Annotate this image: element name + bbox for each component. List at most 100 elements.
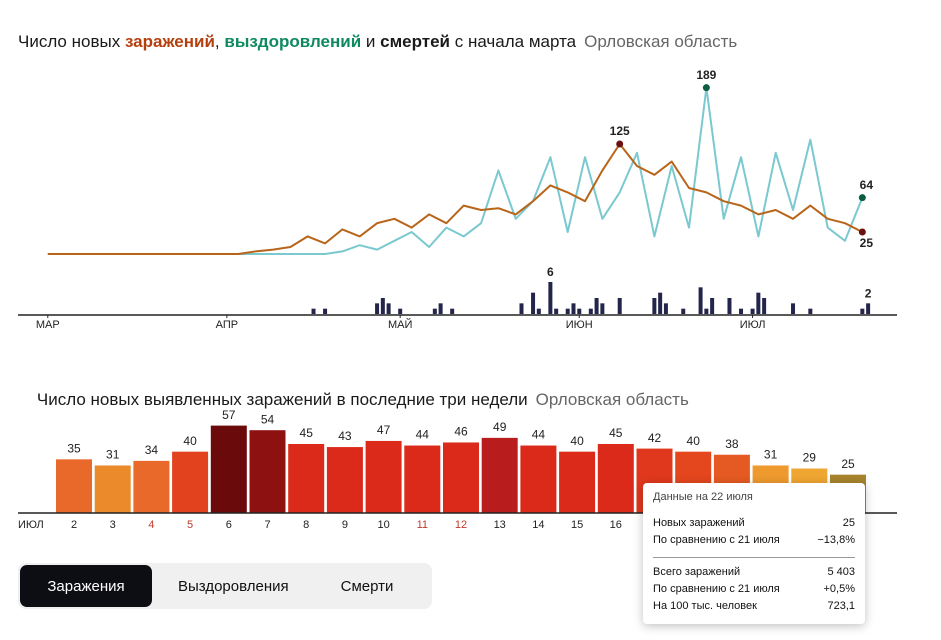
bar bbox=[565, 308, 570, 314]
x-tick-label: 4 bbox=[148, 519, 154, 531]
chart-title: Число новых заражений, выздоровлений и с… bbox=[18, 32, 737, 52]
bar bbox=[288, 444, 325, 513]
bar bbox=[617, 298, 622, 314]
bar bbox=[404, 445, 441, 513]
tooltip-row: На 100 тыс. человек 723,1 bbox=[653, 600, 855, 617]
bar bbox=[375, 303, 380, 314]
data-label: 46 bbox=[454, 425, 468, 439]
title-segment: с начала марта bbox=[450, 32, 577, 51]
x-tick-label: 13 bbox=[494, 519, 506, 531]
x-tick-label: 16 bbox=[610, 519, 622, 531]
data-label: 54 bbox=[261, 412, 275, 426]
row-value: +0,5% bbox=[823, 583, 856, 595]
data-label: 38 bbox=[725, 437, 739, 451]
bar bbox=[739, 308, 744, 314]
data-label: 31 bbox=[764, 448, 778, 462]
data-label: 42 bbox=[648, 431, 662, 445]
bar bbox=[323, 308, 328, 314]
bar bbox=[172, 451, 209, 513]
data-label: 45 bbox=[300, 426, 314, 440]
tooltip: Данные на 22 июля Новых заражений 25 По сра… bbox=[643, 483, 865, 624]
x-tick-label: ИЮЛ bbox=[740, 319, 766, 331]
bar bbox=[681, 308, 686, 314]
data-label: 49 bbox=[493, 420, 507, 434]
x-tick-label: 5 bbox=[187, 519, 193, 531]
data-label: 44 bbox=[416, 428, 430, 442]
data-label: 6 bbox=[547, 265, 554, 279]
title-segment: выздоровлений bbox=[224, 32, 362, 51]
tooltip-date: Данные на 22 июля bbox=[653, 491, 753, 503]
bar bbox=[727, 298, 732, 314]
point-marker bbox=[858, 228, 866, 236]
title-segment: заражений bbox=[124, 32, 215, 51]
x-tick-label: МАЙ bbox=[388, 318, 412, 331]
chart-title: Число новых выявленных заражений в после… bbox=[18, 370, 689, 430]
bar bbox=[133, 460, 170, 513]
data-label: 34 bbox=[145, 443, 159, 457]
title-segment: смертей bbox=[380, 32, 451, 51]
bar bbox=[365, 440, 402, 513]
data-label: 43 bbox=[338, 429, 352, 443]
bar bbox=[438, 303, 443, 314]
bar bbox=[380, 298, 385, 314]
x-tick-label: ИЮН bbox=[566, 319, 593, 331]
bar bbox=[588, 308, 593, 314]
bar bbox=[597, 444, 634, 513]
x-tick-label: 9 bbox=[342, 519, 348, 531]
data-label: 189 bbox=[696, 68, 716, 82]
row-value: 25 bbox=[842, 517, 855, 529]
tab[interactable]: Выздоровления bbox=[178, 577, 289, 595]
bar bbox=[443, 442, 479, 513]
data-label: 29 bbox=[803, 451, 817, 465]
bar bbox=[663, 303, 668, 314]
bar bbox=[658, 292, 663, 314]
row-label: По сравнению с 21 июля bbox=[653, 534, 780, 546]
data-label: 57 bbox=[222, 408, 236, 422]
bar bbox=[704, 308, 709, 314]
point-marker bbox=[702, 84, 710, 92]
data-label: 45 bbox=[609, 426, 623, 440]
x-tick-label: 10 bbox=[377, 519, 389, 531]
bar bbox=[249, 430, 286, 513]
data-label: 31 bbox=[106, 448, 120, 462]
bar bbox=[571, 303, 576, 314]
bar bbox=[594, 298, 599, 314]
data-label: 44 bbox=[532, 428, 546, 442]
bar bbox=[559, 451, 596, 513]
tooltip-row: Новых заражений 25 bbox=[653, 517, 855, 534]
tab[interactable]: Заражения bbox=[20, 565, 152, 607]
series-line bbox=[47, 143, 863, 255]
tooltip-row: По сравнению с 21 июля −13,8% bbox=[653, 534, 855, 551]
x-tick-label: 11 bbox=[417, 519, 428, 531]
bar bbox=[94, 465, 131, 513]
data-label: 25 bbox=[860, 236, 874, 250]
series-line bbox=[47, 86, 864, 255]
tooltip-row: По сравнению с 21 июля +0,5% bbox=[653, 583, 855, 600]
tab[interactable]: Смерти bbox=[340, 577, 394, 595]
bar bbox=[386, 303, 391, 314]
bar bbox=[519, 303, 524, 314]
bar bbox=[548, 282, 553, 314]
bar bbox=[326, 447, 363, 513]
x-tick-label: 7 bbox=[264, 519, 270, 531]
bar bbox=[791, 303, 796, 314]
tabs: Заражения Выздоровления Смерти bbox=[18, 563, 432, 609]
row-label: Новых заражений bbox=[653, 517, 745, 529]
bar bbox=[652, 298, 657, 314]
data-label: 40 bbox=[183, 434, 197, 448]
data-label: 64 bbox=[860, 178, 874, 192]
bar bbox=[698, 287, 703, 314]
row-label: На 100 тыс. человек bbox=[653, 600, 757, 612]
data-label: 2 bbox=[865, 287, 872, 301]
row-value: 5 403 bbox=[827, 566, 855, 578]
row-value: −13,8% bbox=[817, 534, 855, 546]
bar bbox=[481, 437, 518, 513]
title-text: Число новых выявленных заражений в после… bbox=[36, 390, 528, 409]
bar bbox=[536, 308, 541, 314]
row-label: По сравнению с 21 июля bbox=[653, 583, 780, 595]
bar bbox=[398, 308, 403, 314]
title-segment: и bbox=[361, 32, 381, 51]
bar bbox=[600, 303, 605, 314]
x-tick-label: МАР bbox=[36, 319, 60, 331]
